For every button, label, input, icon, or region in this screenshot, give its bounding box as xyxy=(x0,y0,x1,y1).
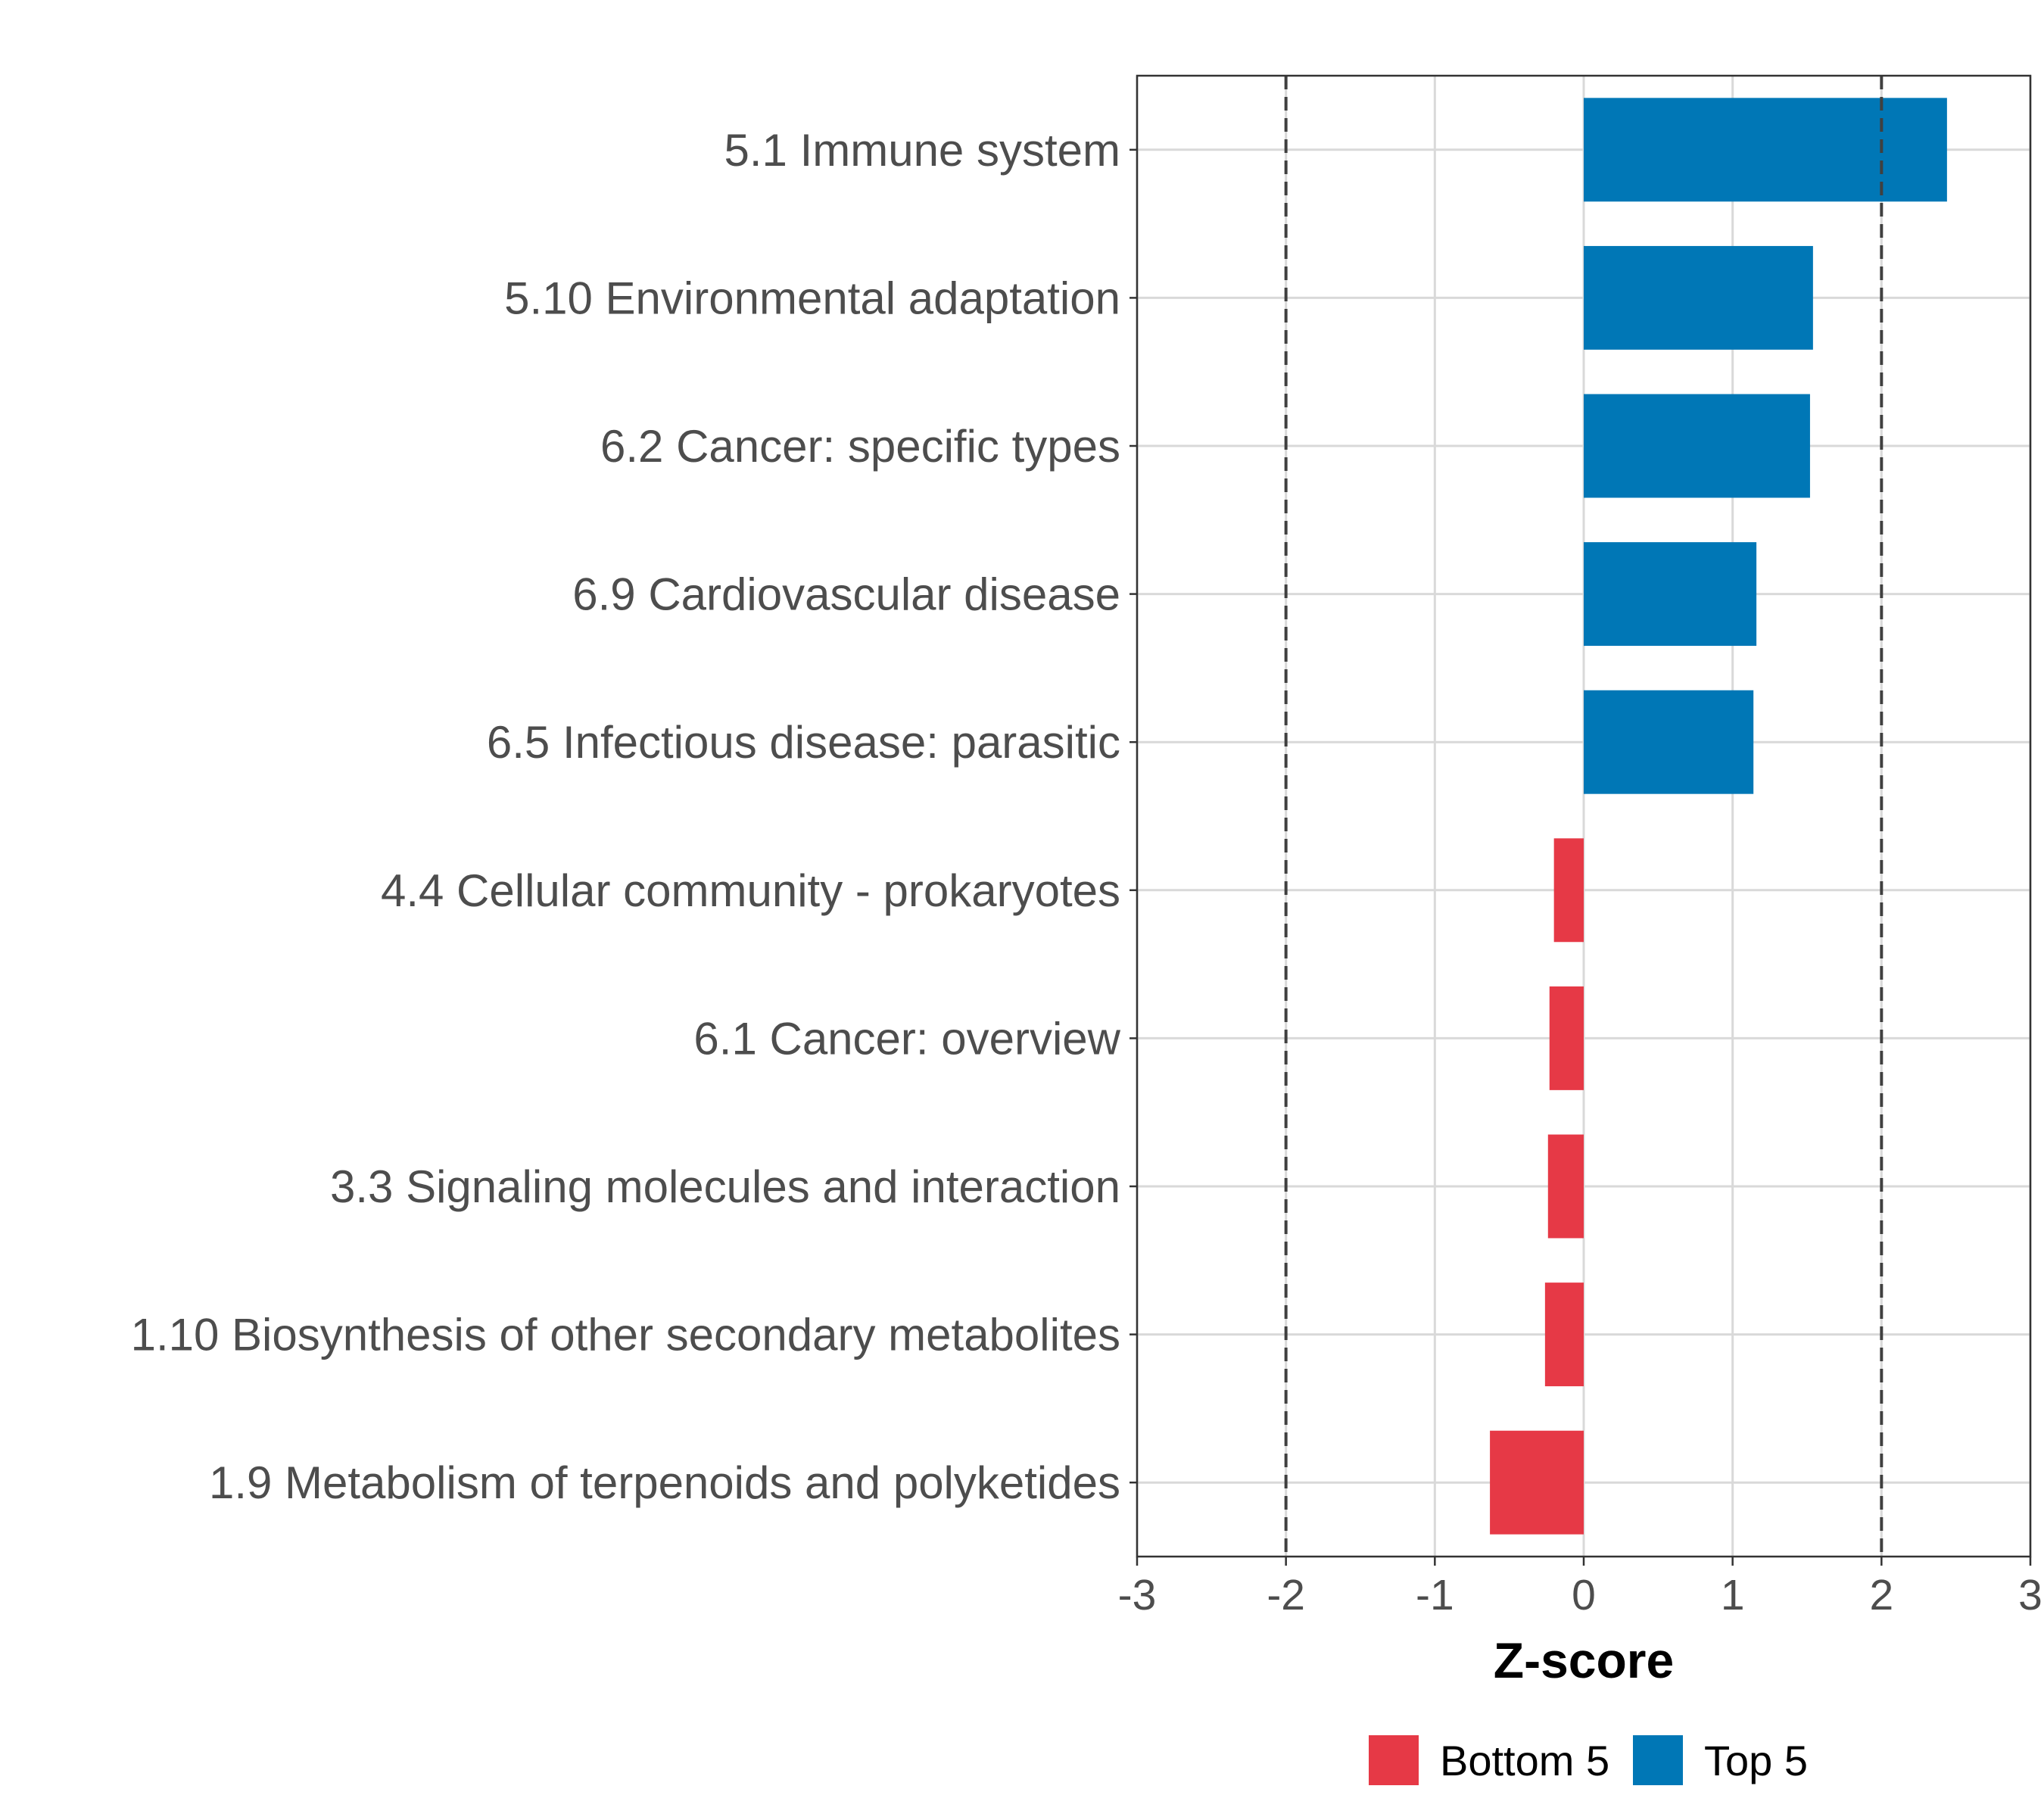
category-label: 5.10 Environmental adaptation xyxy=(504,273,1120,323)
bar xyxy=(1553,838,1584,943)
bar xyxy=(1584,394,1810,498)
category-label: 4.4 Cellular community - prokaryotes xyxy=(381,865,1120,916)
legend: Bottom 5 Top 5 xyxy=(1369,1735,1808,1785)
category-label: 1.10 Biosynthesis of other secondary met… xyxy=(131,1310,1120,1360)
reference-lines xyxy=(1284,76,1884,1557)
category-label: 6.9 Cardiovascular disease xyxy=(572,569,1120,620)
x-tick-label: 2 xyxy=(1869,1571,1893,1619)
bar xyxy=(1584,245,1813,350)
category-label: 6.1 Cancer: overview xyxy=(693,1013,1120,1064)
x-tick-label: 1 xyxy=(1721,1571,1745,1619)
bar xyxy=(1549,986,1584,1090)
x-axis-title: Z-score xyxy=(1494,1632,1674,1688)
bar xyxy=(1584,690,1754,794)
bar xyxy=(1490,1430,1584,1535)
bar xyxy=(1544,1282,1584,1387)
y-axis: 5.1 Immune system 5.10 Environmental adap… xyxy=(131,125,1137,1508)
x-tick-label: 3 xyxy=(2018,1571,2042,1619)
bars xyxy=(1490,98,1947,1535)
category-label: 6.2 Cancer: specific types xyxy=(600,421,1120,472)
x-tick-label: -3 xyxy=(1118,1571,1157,1619)
x-axis: -3 -2 -1 0 1 2 3 xyxy=(1118,1557,2042,1619)
x-tick-label: -1 xyxy=(1416,1571,1454,1619)
category-label: 3.3 Signaling molecules and interaction xyxy=(330,1161,1120,1212)
x-tick-label: 0 xyxy=(1572,1571,1596,1619)
legend-swatch xyxy=(1633,1735,1683,1785)
legend-label: Top 5 xyxy=(1704,1737,1808,1784)
category-label: 6.5 Infectious disease: parasitic xyxy=(487,717,1120,768)
category-label: 5.1 Immune system xyxy=(724,125,1120,176)
bar xyxy=(1547,1134,1584,1239)
legend-swatch xyxy=(1369,1735,1419,1785)
bar xyxy=(1584,542,1757,647)
x-tick-label: -2 xyxy=(1267,1571,1305,1619)
category-label: 1.9 Metabolism of terpenoids and polyket… xyxy=(209,1457,1120,1508)
legend-label: Bottom 5 xyxy=(1440,1737,1609,1784)
bar xyxy=(1584,98,1947,202)
